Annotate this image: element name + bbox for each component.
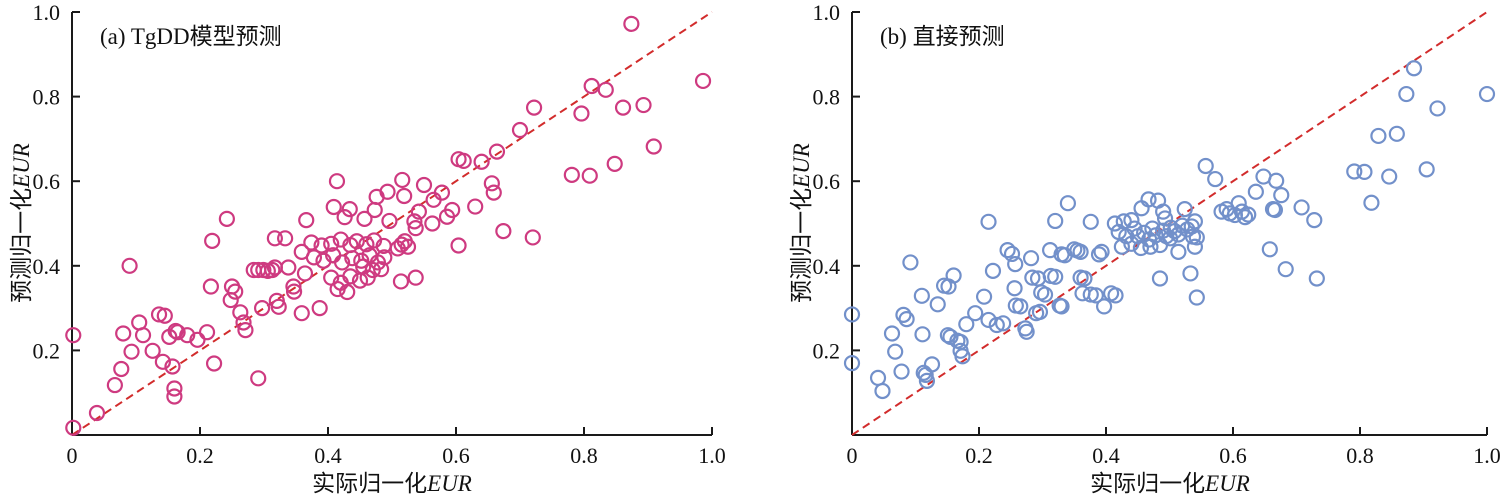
panel-a-xaxis-label-eur: EUR <box>427 471 472 496</box>
panel-b-title: (b) 直接预测 <box>880 24 1005 49</box>
panel-b-xaxis-label: 实际归一化EUR <box>1090 464 1250 498</box>
svg-text:0.6: 0.6 <box>1219 443 1247 468</box>
panel-b-yaxis-label-eur: EUR <box>789 143 814 188</box>
panel-b-xaxis-label-eur: EUR <box>1205 471 1250 496</box>
panel-b-yaxis-label: 预测归一化EUR <box>782 143 816 303</box>
svg-text:0.2: 0.2 <box>186 443 214 468</box>
svg-text:1.0: 1.0 <box>813 0 841 25</box>
svg-text:0.6: 0.6 <box>442 443 470 468</box>
svg-text:0: 0 <box>847 443 858 468</box>
panel-a-yaxis-label: 预测归一化EUR <box>2 143 36 303</box>
svg-text:1.0: 1.0 <box>698 443 726 468</box>
panel-a-xaxis-label: 实际归一化EUR <box>312 464 472 498</box>
svg-text:0.4: 0.4 <box>813 254 841 279</box>
svg-text:0.4: 0.4 <box>314 443 342 468</box>
panel-a-title: (a) TgDD模型预测 <box>100 24 282 49</box>
svg-text:0.8: 0.8 <box>570 443 598 468</box>
panel-a-xaxis-label-cn: 实际归一化 <box>312 471 428 496</box>
svg-text:0.4: 0.4 <box>33 254 61 279</box>
svg-text:1.0: 1.0 <box>1473 443 1501 468</box>
svg-text:0.8: 0.8 <box>813 85 841 110</box>
panel-a-yaxis-label-cn: 预测归一化 <box>9 187 34 303</box>
svg-text:0.2: 0.2 <box>965 443 993 468</box>
svg-text:0.6: 0.6 <box>33 169 61 194</box>
svg-text:0.8: 0.8 <box>1346 443 1374 468</box>
svg-text:0.4: 0.4 <box>1092 443 1120 468</box>
svg-text:1.0: 1.0 <box>33 0 61 25</box>
panel-b-yaxis-label-cn: 预测归一化 <box>789 187 814 303</box>
svg-text:0.2: 0.2 <box>33 338 61 363</box>
svg-text:0.2: 0.2 <box>813 338 841 363</box>
panel-b-xaxis-label-cn: 实际归一化 <box>1090 471 1206 496</box>
panel-a-yaxis-label-eur: EUR <box>9 143 34 188</box>
svg-text:0: 0 <box>67 443 78 468</box>
svg-text:0.6: 0.6 <box>813 169 841 194</box>
svg-text:0.8: 0.8 <box>33 85 61 110</box>
